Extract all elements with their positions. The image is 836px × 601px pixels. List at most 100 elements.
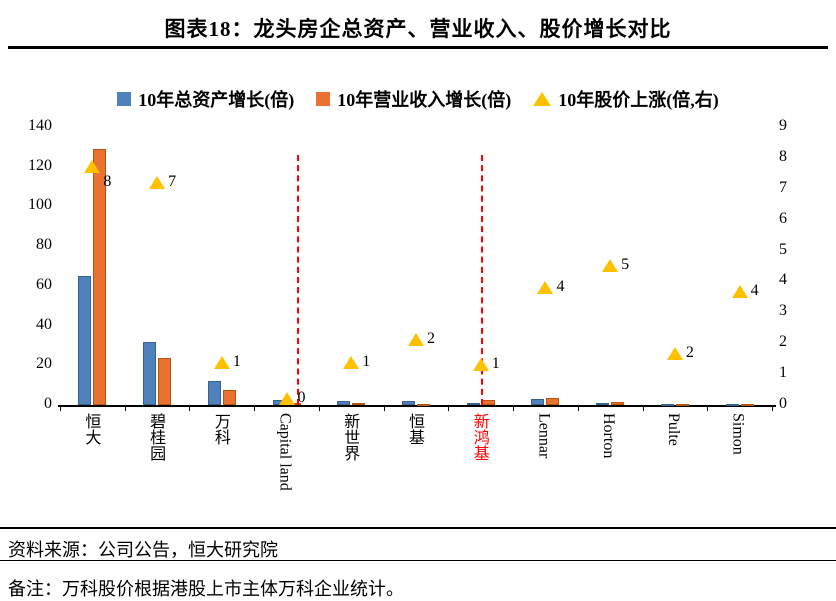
- x-axis-tick: [448, 407, 450, 411]
- bar-total-assets: [402, 401, 415, 405]
- triangle-data-label: 4: [556, 277, 565, 295]
- legend-item-revenue: 10年营业收入增长(倍): [316, 86, 511, 112]
- chart-title: 图表18：龙头房企总资产、营业收入、股价增长对比: [164, 17, 672, 41]
- stock-price-triangle-icon: [666, 347, 683, 361]
- x-axis-tick: [189, 407, 191, 411]
- square-marker-icon-assets: [117, 92, 132, 106]
- remark-note: 备注：万科股价根据港股上市主体万科企业统计。: [8, 579, 404, 599]
- legend-label-revenue: 10年营业收入增长(倍): [337, 90, 512, 110]
- stock-price-triangle-icon: [472, 357, 489, 371]
- y-axis-tick-label-left: 20: [36, 355, 52, 373]
- bar-total-assets: [725, 404, 739, 406]
- divider-dashed-line: [297, 155, 300, 405]
- y-axis-tick-label-right: 0: [779, 395, 787, 412]
- x-axis-tick: [707, 407, 709, 411]
- triangle-data-label: 2: [685, 344, 694, 362]
- legend-item-total-assets: 10年总资产增长(倍): [117, 86, 294, 112]
- y-axis-tick-label-left: 40: [36, 315, 52, 333]
- y-axis-tick-label-left: 140: [28, 117, 52, 134]
- x-axis-tick: [124, 407, 126, 411]
- x-axis-label: 新鸿基: [470, 413, 488, 461]
- legend-item-stock-price: 10年股价上涨(倍,右): [533, 86, 719, 112]
- y-axis-tick-label-right: 1: [779, 364, 787, 382]
- bar-total-assets: [337, 401, 351, 405]
- y-axis-tick-label-left: 60: [36, 275, 52, 293]
- bar-revenue: [675, 403, 689, 406]
- x-axis-label: 碧桂园: [147, 413, 165, 461]
- triangle-data-label: 2: [427, 330, 435, 348]
- y-axis-tick-label-right: 9: [779, 117, 787, 134]
- bar-total-assets: [207, 381, 221, 405]
- legend-label-total-assets: 10年总资产增长(倍): [138, 90, 295, 110]
- bar-revenue: [417, 403, 430, 406]
- triangle-data-label: 5: [621, 256, 630, 273]
- x-axis-tick: [60, 407, 61, 411]
- bar-revenue: [740, 404, 754, 406]
- bar-total-assets: [143, 342, 157, 405]
- bar-revenue: [352, 403, 366, 406]
- legend-label-stock-price: 10年股价上涨(倍,右): [558, 90, 719, 110]
- triangle-data-label: 0: [297, 388, 306, 406]
- y-axis-tick-label-right: 2: [779, 333, 787, 351]
- triangle-data-label: 7: [168, 172, 177, 190]
- stock-price-triangle-icon: [408, 333, 424, 347]
- stock-price-triangle-icon: [602, 259, 619, 272]
- y-axis-tick-label-right: 8: [779, 147, 787, 165]
- stock-price-triangle-icon: [537, 280, 554, 294]
- x-axis-line: [58, 405, 776, 407]
- y-axis-tick-label-left: 100: [28, 196, 52, 214]
- stock-price-triangle-icon: [213, 356, 230, 370]
- y-axis-tick-label-left: 80: [36, 236, 52, 254]
- y-axis-tick-label-right: 4: [779, 271, 787, 289]
- stock-price-triangle-icon: [149, 175, 166, 189]
- x-axis-tick: [642, 407, 644, 411]
- x-axis-label: Simon: [729, 413, 747, 455]
- x-axis-tick: [577, 407, 579, 411]
- x-axis-tick: [383, 407, 385, 411]
- divider-dashed-line: [481, 155, 484, 405]
- stock-price-triangle-icon: [278, 391, 295, 405]
- x-axis-label: Capital land: [276, 413, 294, 491]
- triangle-marker-icon-stock: [533, 92, 552, 106]
- x-axis-label: 恒大: [82, 413, 100, 445]
- y-axis-tick-label-left: 120: [28, 156, 52, 174]
- triangle-data-label: 1: [491, 354, 500, 372]
- bar-revenue: [93, 148, 107, 405]
- bar-revenue: [611, 402, 625, 405]
- x-axis-tick: [513, 407, 515, 411]
- y-axis-tick-label-right: 5: [779, 240, 787, 258]
- bar-total-assets: [78, 275, 92, 405]
- bar-total-assets: [531, 399, 545, 405]
- bar-total-assets: [660, 403, 674, 406]
- y-axis-tick-label-right: 7: [779, 178, 787, 196]
- footer-divider-rule-top: [0, 527, 836, 529]
- x-axis-label: Horton: [600, 413, 618, 459]
- title-divider-rule: [8, 46, 828, 49]
- x-axis-tick: [254, 407, 256, 411]
- bar-total-assets: [466, 402, 480, 405]
- x-axis-label: Lennar: [535, 413, 553, 459]
- triangle-data-label: 1: [232, 353, 241, 371]
- x-axis-label: 新世界: [341, 413, 359, 461]
- bar-revenue: [158, 358, 172, 405]
- y-axis-tick-label-right: 6: [779, 209, 787, 227]
- stock-price-triangle-icon: [343, 356, 360, 370]
- bar-revenue: [222, 390, 236, 405]
- y-axis-tick-label-left: 0: [44, 395, 52, 412]
- bar-revenue: [481, 400, 495, 405]
- x-axis-tick: [772, 407, 773, 411]
- chart-legend: 10年总资产增长(倍) 10年营业收入增长(倍) 10年股价上涨(倍,右): [0, 86, 836, 112]
- bar-revenue: [546, 398, 560, 405]
- x-axis-label: Pulte: [664, 413, 682, 446]
- stock-price-triangle-icon: [731, 285, 748, 299]
- square-marker-icon-revenue: [316, 92, 331, 106]
- source-note: 资料来源：公司公告，恒大研究院: [8, 540, 278, 560]
- triangle-data-label: 4: [750, 282, 759, 300]
- triangle-data-label: 8: [103, 173, 112, 191]
- y-axis-tick-label-right: 3: [779, 302, 787, 320]
- triangle-data-label: 1: [362, 353, 371, 371]
- stock-price-triangle-icon: [84, 160, 101, 174]
- x-axis-label: 万科: [211, 413, 229, 445]
